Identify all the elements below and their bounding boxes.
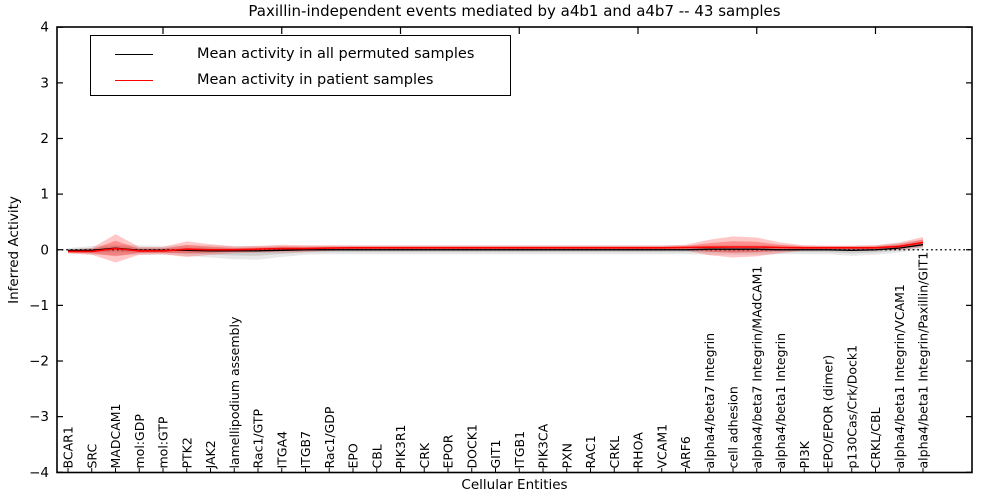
legend-label-patient: Mean activity in patient samples [197, 72, 434, 88]
x-tick-label: SRC [84, 444, 99, 469]
y-tick-label: 4 [40, 20, 49, 36]
y-tick-label: 1 [40, 187, 49, 203]
x-tick-label: ITGA4 [274, 431, 289, 469]
x-tick-label: MADCAM1 [108, 404, 123, 469]
x-tick-label: PIK3R1 [393, 424, 408, 468]
x-tick-label: GIT1 [488, 440, 503, 469]
y-axis-label: Inferred Activity [6, 196, 22, 304]
legend: Mean activity in all permuted samples Me… [90, 35, 511, 96]
x-tick-label: PIK3CA [536, 423, 551, 468]
x-tick-label: ITGB1 [512, 431, 527, 469]
y-tick-label: −3 [29, 409, 49, 425]
x-tick-label: DOCK1 [464, 424, 479, 468]
x-tick-label: alpha4/beta1 Integrin/VCAM1 [892, 284, 907, 468]
x-tick-label: p130Cas/Crk/Dock1 [844, 345, 859, 469]
y-tick-label: 3 [40, 75, 49, 91]
x-tick-label: lamellipodium assembly [227, 316, 242, 468]
chart-title: Paxillin-independent events mediated by … [248, 2, 781, 20]
permuted-line-swatch [115, 53, 153, 55]
x-tick-label: EPO/EPOR (dimer) [821, 355, 836, 469]
x-tick-label: cell adhesion [726, 386, 741, 468]
x-tick-label: PXN [559, 443, 574, 468]
x-tick-label: Rac1/GDP [322, 406, 337, 468]
x-tick-label: EPO [346, 443, 361, 468]
x-tick-label: CRKL [607, 436, 622, 469]
y-tick-label: 0 [40, 242, 49, 258]
confidence-band-inner-permuted [68, 242, 923, 256]
y-tick-label: 2 [40, 131, 49, 147]
y-tick-label: −1 [29, 298, 49, 314]
y-tick-label: −4 [29, 465, 49, 481]
x-tick-label: BCAR1 [61, 426, 76, 468]
x-tick-label: alpha4/beta7 Integrin [702, 333, 717, 469]
x-tick-label: RHOA [631, 432, 646, 469]
series-line-patient [68, 241, 924, 253]
x-tick-label: mol:GDP [132, 414, 147, 469]
x-tick-label: CBL [369, 444, 384, 468]
x-tick-label: VCAM1 [654, 424, 669, 469]
legend-entry-patient: Mean activity in patient samples [115, 67, 510, 93]
x-axis-label: Cellular Entities [461, 477, 568, 493]
x-tick-label: CRKL/CBL [868, 407, 883, 468]
patient-line-swatch [115, 79, 153, 81]
x-tick-label: RAC1 [583, 435, 598, 468]
x-tick-label: alpha4/beta1 Integrin [773, 333, 788, 469]
x-tick-label: CRK [417, 442, 432, 468]
legend-label-permuted: Mean activity in all permuted samples [197, 46, 475, 62]
x-tick-label: ITGB7 [298, 431, 313, 469]
series-line-permuted [68, 244, 924, 252]
legend-entry-permuted: Mean activity in all permuted samples [115, 41, 510, 67]
y-tick-label: −2 [29, 354, 49, 370]
x-tick-label: mol:GTP [156, 416, 171, 468]
x-tick-label: EPOR [441, 434, 456, 468]
x-tick-label: PI3K [797, 440, 812, 468]
x-tick-label: ARF6 [678, 436, 693, 468]
x-tick-label: Rac1/GTP [251, 409, 266, 469]
x-tick-label: alpha4/beta7 Integrin/MAdCAM1 [749, 266, 764, 469]
x-tick-label: alpha4/beta1 Integrin/Paxillin/GIT1 [916, 252, 931, 469]
x-tick-label: PTK2 [179, 437, 194, 468]
x-tick-label: JAK2 [203, 440, 218, 469]
